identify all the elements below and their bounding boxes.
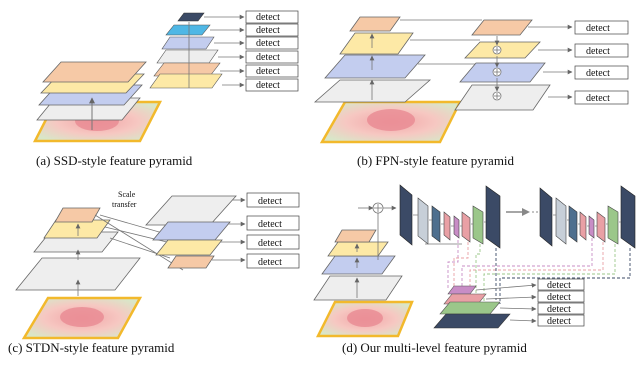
caption-b: (b) FPN-style feature pyramid: [357, 153, 515, 168]
caption-d: (d) Our multi-level feature pyramid: [342, 340, 527, 355]
scale-transfer-label-2: transfer: [112, 200, 137, 209]
layer-peach-a: [42, 61, 147, 83]
detect-label: detect: [256, 66, 280, 77]
panel-c: Scale transfer detect detect detect dete…: [8, 190, 300, 355]
layer-blue2-b: [459, 62, 546, 83]
detect-label: detect: [586, 23, 610, 34]
detect-label: detect: [258, 196, 282, 207]
detect-label: detect: [547, 316, 571, 327]
detect-label: detect: [547, 304, 571, 315]
detect-label: detect: [258, 238, 282, 249]
layer-gray-c: [15, 257, 141, 291]
caption-a: (a) SSD-style feature pyramid: [36, 153, 193, 168]
input-image-b: [319, 100, 463, 144]
detect-label: detect: [258, 219, 282, 230]
detect-label: detect: [256, 52, 280, 63]
layer-peach-d: [334, 229, 377, 243]
detect-boxes-a: detect detect detect detect detect detec…: [245, 10, 299, 92]
layer-blue-d: [321, 255, 396, 275]
detect-label: detect: [256, 38, 280, 49]
scale-transfer-label-1: Scale: [118, 190, 136, 199]
detect-label: detect: [256, 80, 280, 91]
layer-blue2-a: [161, 36, 215, 50]
layer-gray-b: [313, 79, 432, 103]
panel-b: detect detect detect detect (b) FPN-styl…: [313, 16, 629, 168]
layer-yellow2-b: [464, 41, 541, 59]
layer-gray2-b: [454, 84, 551, 111]
detect-boxes-d: detect detect detect detect: [537, 278, 585, 327]
layer-peach-c: [54, 207, 101, 223]
layer-gray-d: [313, 275, 403, 301]
panel-a: detect detect detect detect detect detec…: [32, 10, 299, 168]
layer-peach2-c: [167, 255, 215, 269]
detect-label: detect: [256, 25, 280, 36]
layer-yellow2-a: [149, 73, 223, 89]
layer-yellow-b: [339, 32, 414, 55]
detect-boxes-c: detect detect detect detect: [246, 192, 300, 269]
detect-label: detect: [256, 12, 280, 23]
detect-label: detect: [586, 68, 610, 79]
input-image-c: [21, 296, 143, 340]
layer-peach-b: [349, 16, 401, 32]
feature-layer-navy-d: [433, 313, 511, 329]
caption-c: (c) STDN-style feature pyramid: [8, 340, 175, 355]
layer-cyan-a: [165, 24, 211, 36]
layer-blue-b: [324, 54, 426, 79]
detect-label: detect: [258, 257, 282, 268]
layer-peach2-b: [471, 19, 533, 36]
layer-yellow-d: [327, 241, 389, 257]
layer-navy-a: [177, 12, 205, 22]
detect-label: detect: [547, 292, 571, 303]
layer-gray2-a: [156, 49, 219, 64]
feature-layer-purple-d: [447, 285, 477, 295]
input-image-d: [315, 300, 414, 338]
detect-label: detect: [586, 46, 610, 57]
feature-layer-green-d: [439, 301, 501, 315]
layer-gray-large-c: [145, 195, 237, 226]
detect-label: detect: [547, 280, 571, 291]
layer-yellow2-c: [155, 239, 223, 256]
detect-boxes-b: detect detect detect detect: [574, 20, 629, 105]
panel-d: detect detect detect detect (d) Our mult…: [313, 184, 636, 355]
encoder-decoder-2: [539, 185, 636, 249]
detect-label: detect: [586, 93, 610, 104]
dashed-connections: [447, 238, 631, 304]
encoder-decoder-1: [399, 184, 501, 249]
